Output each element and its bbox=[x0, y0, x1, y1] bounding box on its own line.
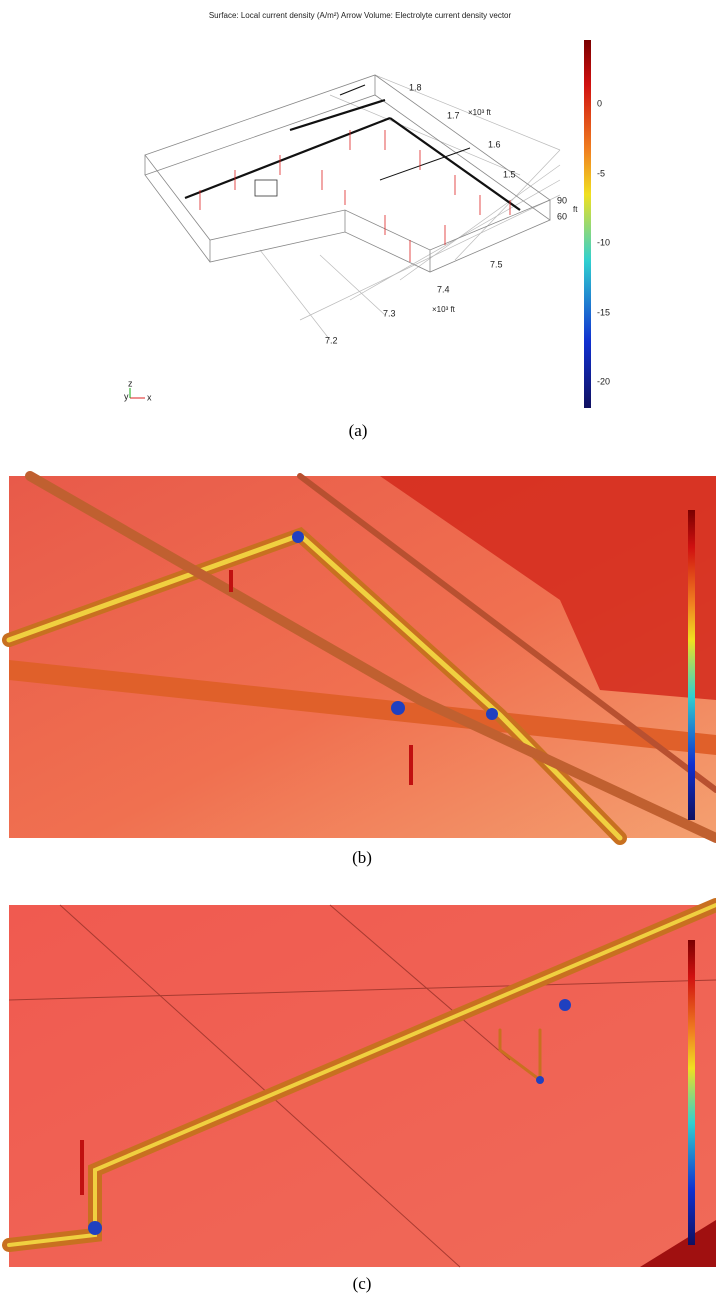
domain-box bbox=[144, 74, 551, 273]
y-tick: 1.8 bbox=[409, 82, 422, 92]
x-unit: ×10³ ft bbox=[432, 305, 456, 314]
tank bbox=[254, 179, 278, 197]
caption: (c) bbox=[353, 1274, 372, 1293]
colorbar bbox=[584, 40, 591, 408]
beam bbox=[9, 660, 716, 755]
z-unit: ft bbox=[573, 205, 578, 214]
triad-label: y bbox=[124, 391, 129, 401]
z-tick: 60 bbox=[557, 211, 567, 221]
colorbar-tick: -10 bbox=[597, 237, 610, 247]
triad-label: z bbox=[128, 378, 133, 388]
z-tick: 90 bbox=[557, 195, 567, 205]
anode bbox=[80, 1140, 84, 1195]
panel-b: (b) bbox=[2, 471, 716, 867]
x-tick: 7.3 bbox=[383, 308, 396, 318]
pipes bbox=[2, 898, 716, 1252]
render bbox=[9, 905, 716, 1267]
x-tick: 7.5 bbox=[490, 259, 503, 269]
anode bbox=[229, 570, 233, 592]
y-tick: 1.7 bbox=[447, 110, 460, 120]
colorbar-tick: -5 bbox=[597, 168, 605, 178]
y-unit: ×10³ ft bbox=[468, 108, 492, 117]
y-tick: 1.6 bbox=[488, 139, 501, 149]
caption: (b) bbox=[352, 848, 372, 867]
x-tick: 7.4 bbox=[437, 284, 450, 294]
wall bbox=[380, 476, 716, 700]
y-tick: 1.5 bbox=[503, 169, 516, 179]
pipes bbox=[184, 84, 521, 211]
wall bbox=[640, 1220, 716, 1267]
colorbar-tick: 0 bbox=[597, 98, 602, 108]
colorbar bbox=[688, 940, 695, 1245]
panel-c: (c) bbox=[2, 898, 716, 1293]
colorbar-ticks: 0 -5 -10 -15 -20 bbox=[597, 98, 610, 386]
axis-labels: 1.8 1.7 ×10³ ft 1.6 1.5 90 ft 60 7.5 7.4… bbox=[325, 82, 578, 345]
x-tick: 7.2 bbox=[325, 335, 338, 345]
panel-title: Surface: Local current density (A/m²) Ar… bbox=[209, 11, 512, 20]
colorbar-tick: -20 bbox=[597, 376, 610, 386]
triad-label: x bbox=[147, 392, 152, 402]
axis-triad: y z x bbox=[124, 378, 152, 402]
arrows bbox=[199, 130, 511, 262]
caption: (a) bbox=[349, 421, 368, 440]
anode bbox=[409, 745, 413, 785]
colorbar bbox=[688, 510, 695, 820]
pipes bbox=[2, 471, 716, 845]
edges bbox=[8, 904, 716, 1268]
colorbar-tick: -15 bbox=[597, 307, 610, 317]
panel-a: Surface: Local current density (A/m²) Ar… bbox=[124, 11, 610, 440]
